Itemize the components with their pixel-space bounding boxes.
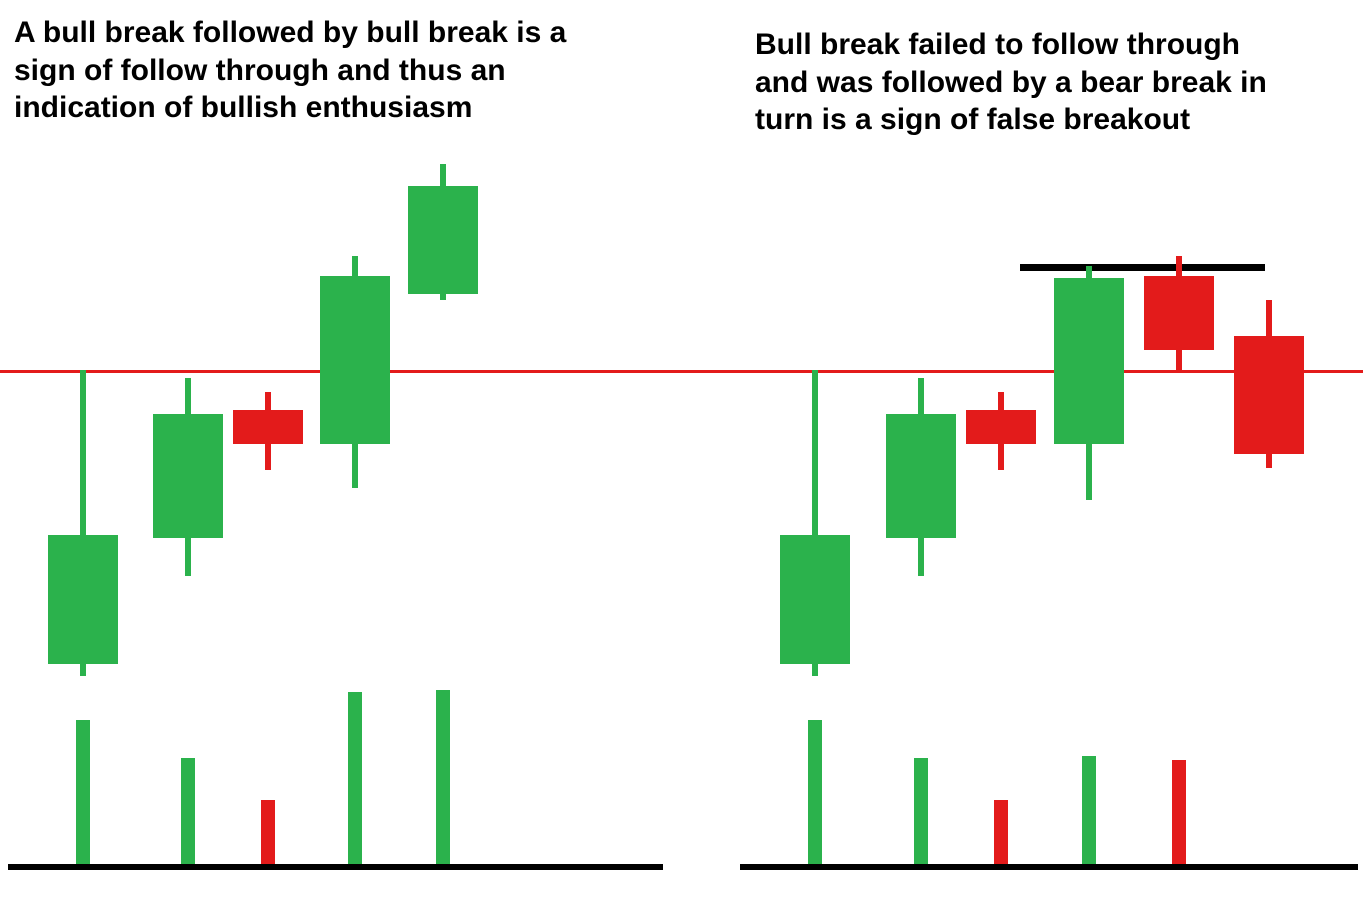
candle-body bbox=[966, 410, 1036, 444]
candle-body bbox=[320, 276, 390, 444]
volume-bar bbox=[808, 720, 822, 864]
volume-bar bbox=[1082, 756, 1096, 864]
volume-bar bbox=[261, 800, 275, 864]
annotation-left: A bull break followed by bull break is a… bbox=[14, 14, 584, 127]
resistance-line-red bbox=[0, 370, 1363, 373]
candle-body bbox=[153, 414, 223, 538]
volume-bar bbox=[76, 720, 90, 864]
volume-bar bbox=[994, 800, 1008, 864]
baseline-left bbox=[8, 864, 663, 870]
candle-body bbox=[1144, 276, 1214, 350]
baseline-right bbox=[740, 864, 1358, 870]
resistance-line-black bbox=[1020, 264, 1265, 271]
candlestick-diagram: A bull break followed by bull break is a… bbox=[0, 0, 1363, 899]
volume-bar bbox=[181, 758, 195, 864]
candle-body bbox=[886, 414, 956, 538]
candle-body bbox=[48, 535, 118, 664]
candle-body bbox=[1054, 278, 1124, 444]
volume-bar bbox=[1172, 760, 1186, 864]
annotation-right: Bull break failed to follow through and … bbox=[755, 26, 1295, 139]
volume-bar bbox=[348, 692, 362, 864]
candle-body bbox=[780, 535, 850, 664]
volume-bar bbox=[914, 758, 928, 864]
candle-body bbox=[1234, 336, 1304, 454]
volume-bar bbox=[436, 690, 450, 864]
candle-body bbox=[408, 186, 478, 294]
candle-body bbox=[233, 410, 303, 444]
